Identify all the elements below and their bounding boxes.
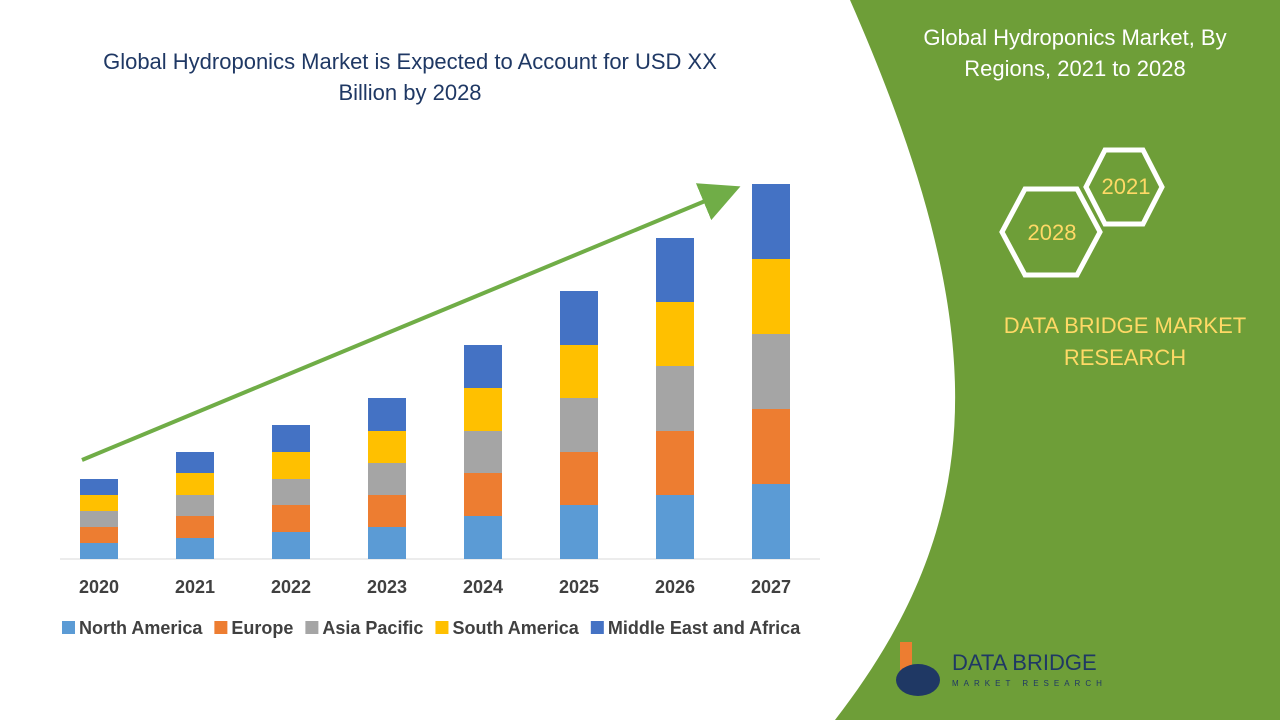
x-tick-label: 2022 (271, 577, 311, 597)
bar-segment (272, 479, 310, 505)
legend-swatch (435, 621, 449, 634)
bar-segment (560, 452, 598, 505)
logo-text: DATA BRIDGE (952, 650, 1097, 675)
bar-segment (80, 527, 118, 543)
bar-segment (176, 538, 214, 559)
bar-segment (560, 398, 598, 452)
bar-segment (176, 452, 214, 473)
bar-segment (560, 345, 598, 398)
legend-label: South America (452, 618, 579, 638)
legend-swatch (214, 621, 228, 634)
bar-segment (272, 425, 310, 452)
bar-segment (80, 543, 118, 559)
legend-label: North America (79, 618, 203, 638)
hexagon (999, 186, 1103, 278)
bar-segment (656, 495, 694, 559)
x-tick-label: 2021 (175, 577, 215, 597)
legend-label: Europe (231, 618, 293, 638)
bar-segment (176, 495, 214, 516)
bar-segment (176, 516, 214, 538)
hexagon (1083, 147, 1165, 227)
legend-label: Asia Pacific (322, 618, 423, 638)
bar-segment (752, 334, 790, 409)
bar-segment (656, 302, 694, 366)
logo: DATA BRIDGE MARKET RESEARCH (896, 642, 1107, 696)
logo-sub: MARKET RESEARCH (952, 679, 1107, 688)
bar-segment (80, 511, 118, 527)
bar-segment (656, 238, 694, 302)
bar-segment (368, 495, 406, 527)
bar-segment (752, 484, 790, 559)
bar-segment (752, 259, 790, 334)
title-box: Global Hydroponics Market is Expected to… (103, 49, 717, 105)
x-tick-label: 2023 (367, 577, 407, 597)
bar-segment (80, 479, 118, 495)
brand-box: DATA BRIDGE MARKET RESEARCH (1003, 313, 1247, 370)
bar-segment (656, 431, 694, 495)
x-tick-label: 2027 (751, 577, 791, 597)
bar-segment (80, 495, 118, 511)
bar-segment (464, 473, 502, 516)
bar-segment (272, 505, 310, 532)
bar-segment (464, 431, 502, 473)
bar-segment (752, 184, 790, 259)
bar-segment (464, 388, 502, 431)
side-panel-bg (835, 0, 1280, 720)
bar-segment (560, 505, 598, 559)
bar-segment (656, 366, 694, 431)
bar-segment (272, 452, 310, 479)
x-tick-label: 2020 (79, 577, 119, 597)
hex-year: 2028 (1028, 220, 1077, 245)
bar-segment (464, 345, 502, 388)
legend-swatch (62, 621, 75, 634)
bar-segment (272, 532, 310, 559)
hex-year: 2021 (1102, 174, 1151, 199)
brand: DATA BRIDGE MARKET RESEARCH (1003, 313, 1247, 370)
chart-title: Global Hydroponics Market is Expected to… (103, 49, 717, 105)
bar-segment (368, 463, 406, 495)
side-title: Global Hydroponics Market, By Regions, 2… (923, 25, 1227, 81)
bar-segment (176, 473, 214, 495)
bar-segment (464, 516, 502, 559)
x-tick-label: 2024 (463, 577, 503, 597)
logo-icon (896, 664, 940, 696)
legend-label: Middle East and Africa (608, 618, 801, 638)
legend-swatch (590, 621, 604, 634)
bar-segment (560, 291, 598, 345)
side-title-box: Global Hydroponics Market, By Regions, 2… (923, 25, 1227, 81)
x-tick-label: 2025 (559, 577, 599, 597)
bar-segment (368, 398, 406, 431)
bar-segment (368, 527, 406, 559)
bar-segment (752, 409, 790, 484)
legend-swatch (305, 621, 319, 634)
trend-arrow (81, 183, 741, 462)
x-tick-label: 2026 (655, 577, 695, 597)
bar-segment (368, 431, 406, 463)
